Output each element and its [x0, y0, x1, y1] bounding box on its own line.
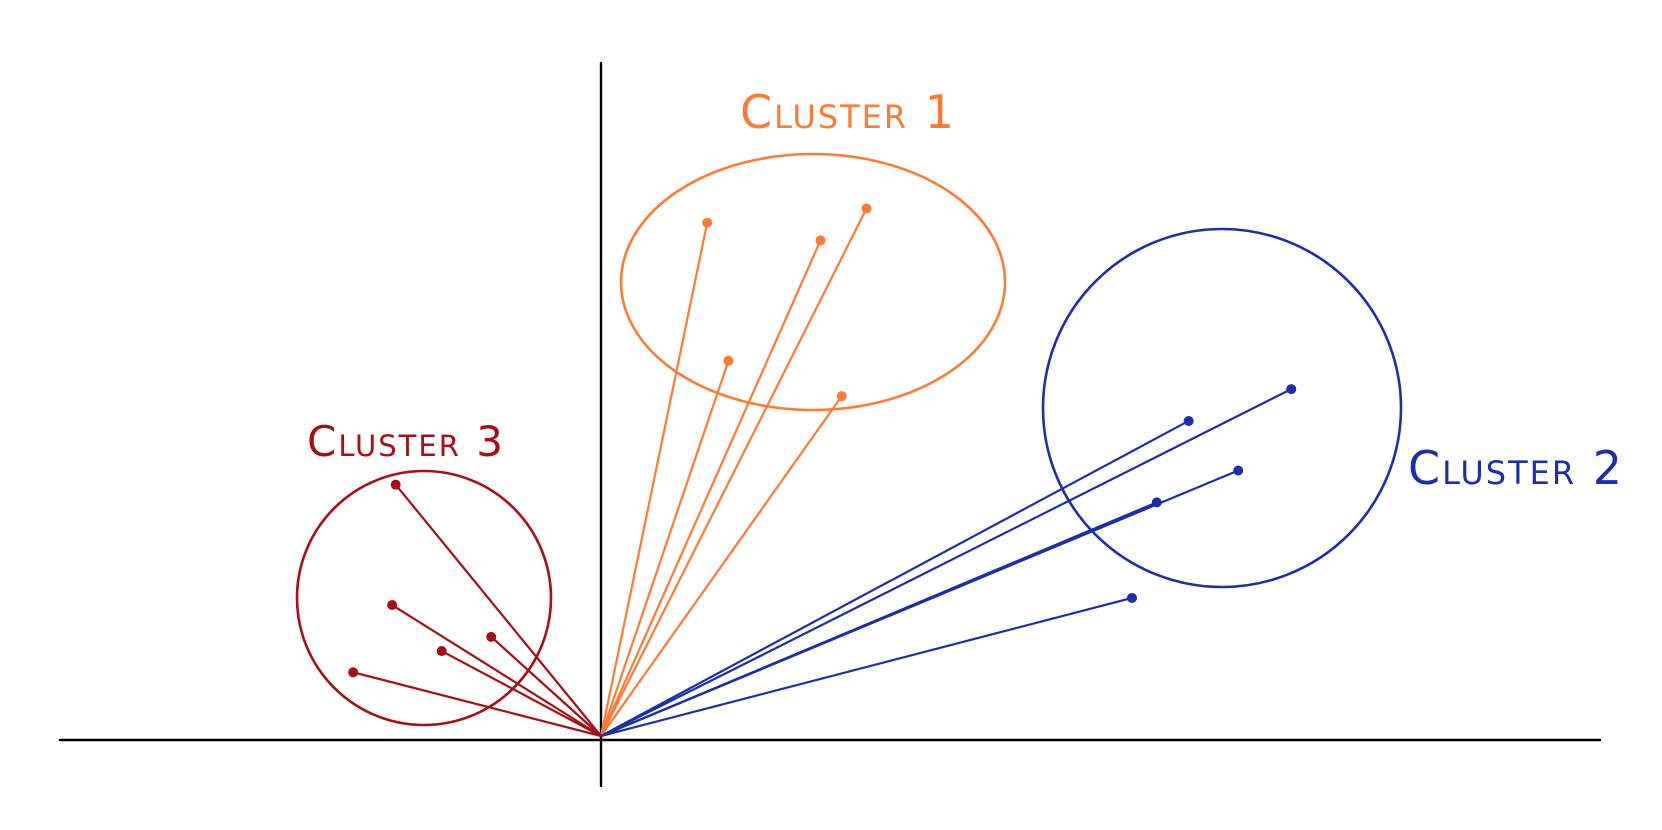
cluster-1-point-5: [836, 391, 847, 402]
cluster-1-label: Cluster 1: [740, 85, 956, 139]
cluster-1-point-4: [861, 203, 872, 214]
cluster-3-vector-3: [490, 635, 603, 738]
cluster-3-point-1: [390, 479, 401, 490]
cluster-3-vector-5: [352, 671, 603, 738]
cluster-1-vector-5: [599, 395, 843, 738]
cluster-1-point-1: [702, 217, 713, 228]
cluster-3-point-3: [486, 631, 497, 642]
cluster-1-vector-3: [599, 239, 822, 738]
cluster-1-vector-2: [599, 359, 730, 738]
clusters-layer: [295, 152, 1403, 738]
cluster-3-point-4: [436, 646, 447, 657]
cluster-1-boundary: [619, 152, 1007, 412]
cluster-2-vector-2: [599, 469, 1240, 738]
cluster-2-vector-3: [599, 387, 1293, 738]
cluster-2-boundary: [1041, 227, 1403, 589]
cluster-3-group: [295, 469, 603, 738]
cluster-2-point-4: [1127, 592, 1137, 603]
cluster-3-boundary: [295, 469, 553, 727]
cluster-3-vector-2: [391, 603, 603, 738]
cluster-3-vector-1: [394, 483, 603, 738]
cluster-2-point-3: [1286, 384, 1297, 395]
cluster-3-label: Cluster 3: [307, 417, 505, 466]
cluster-3-vector-4: [440, 649, 603, 738]
cluster-2-point-2: [1233, 465, 1244, 476]
cluster-2-point-5: [1183, 415, 1194, 426]
cluster-2-group: [599, 227, 1403, 738]
cluster-1-group: [599, 152, 1007, 738]
cluster-1-vector-4: [599, 207, 868, 738]
cluster-3-point-2: [387, 600, 398, 611]
cluster-1-point-2: [723, 355, 734, 366]
cluster-2-vector-4: [599, 596, 1134, 738]
cluster-3-point-5: [348, 667, 359, 678]
cluster-1-vector-1: [599, 221, 709, 738]
cluster-2-label: Cluster 2: [1408, 441, 1624, 495]
cluster-2-vector-5: [599, 419, 1190, 738]
cluster-1-point-3: [815, 235, 826, 246]
